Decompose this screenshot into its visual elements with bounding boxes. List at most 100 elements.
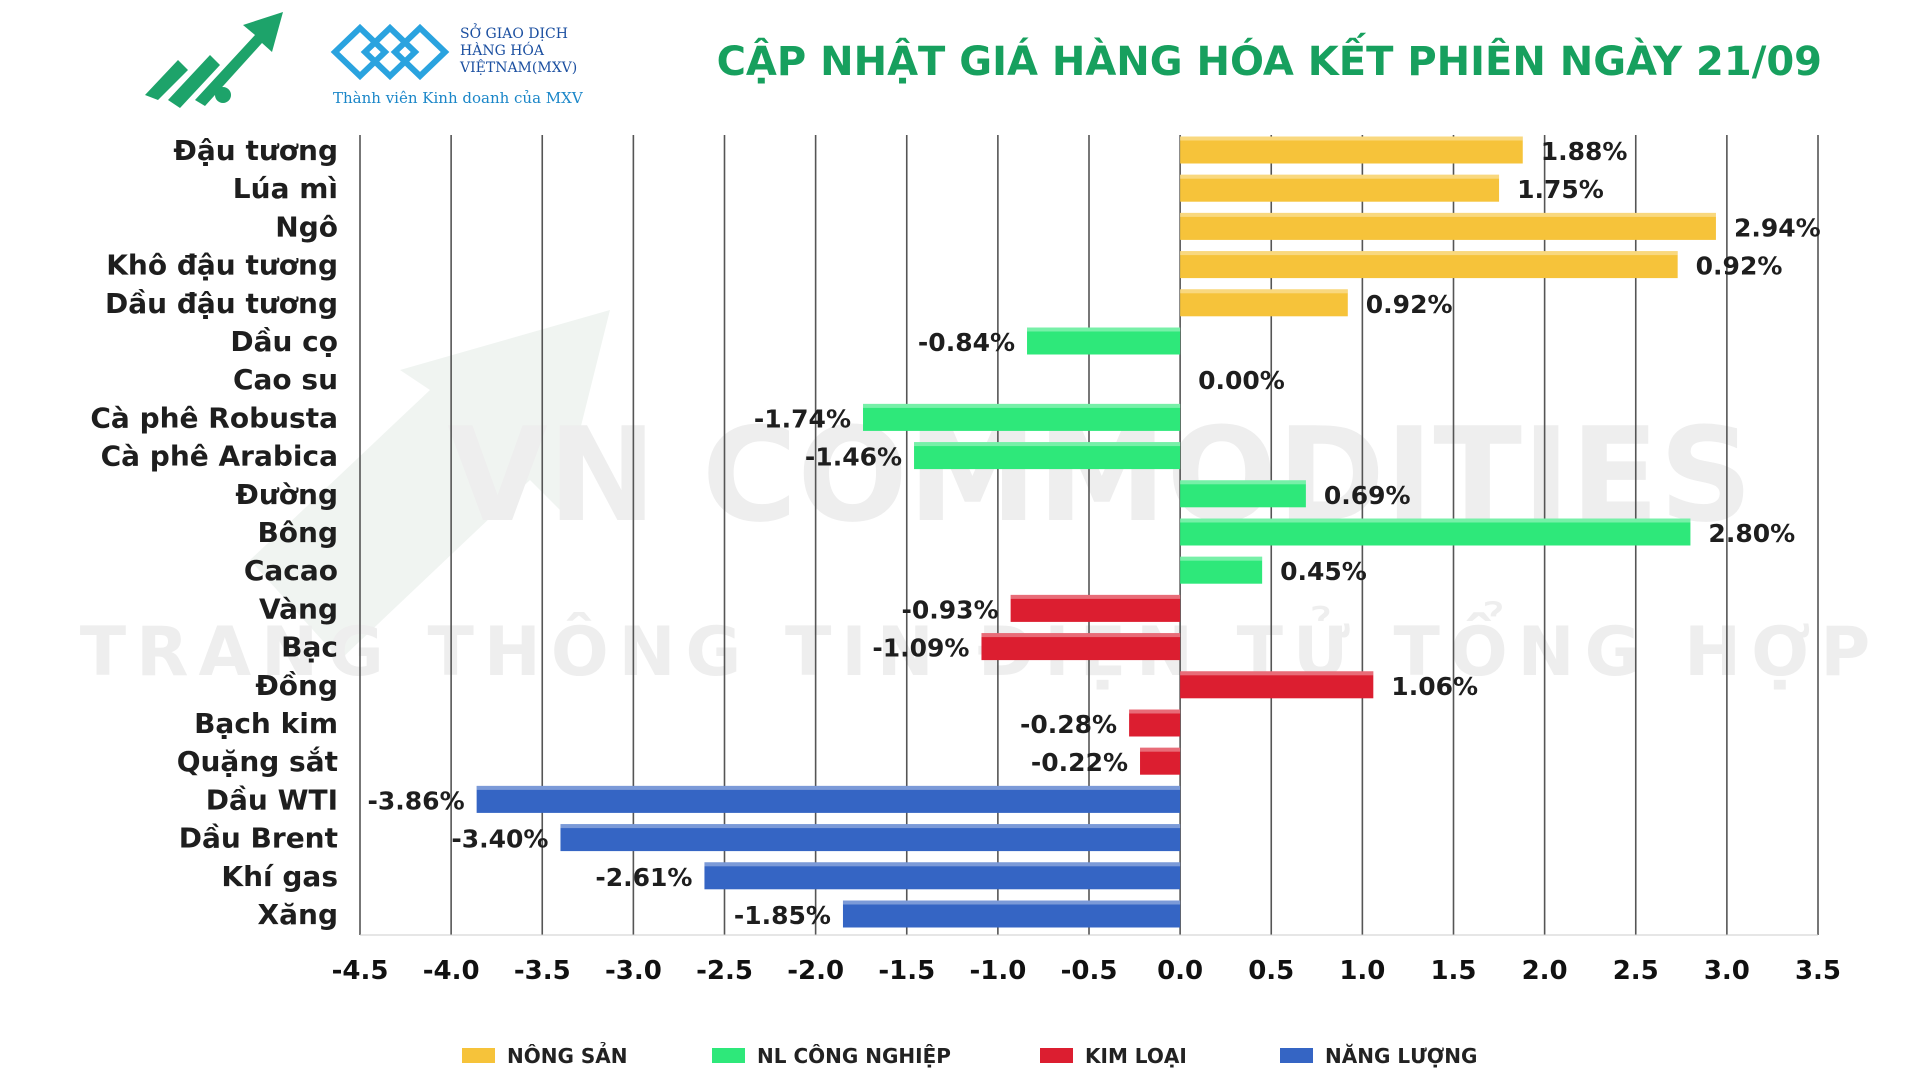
bar	[1129, 709, 1181, 737]
bar	[1180, 671, 1374, 699]
watermark-arrow-icon	[250, 310, 610, 660]
bar-highlight	[863, 403, 1181, 408]
bar	[1180, 174, 1500, 202]
value-label: 1.88%	[1541, 137, 1628, 166]
category-label: Đường	[235, 478, 338, 511]
value-label: 0.00%	[1198, 366, 1285, 395]
value-labels: 1.88% 1.75% 2.94% 0.92% 0.92% -0.84% 0.00% -1.7…	[368, 137, 1821, 930]
x-tick-label: -1.5	[878, 956, 935, 986]
bar-highlight	[1180, 174, 1500, 179]
legend-label: NL CÔNG NGHIỆP	[757, 1044, 951, 1068]
x-tick-label: 1.5	[1430, 956, 1476, 986]
x-tick-label: -2.5	[696, 956, 753, 986]
bar	[981, 633, 1181, 661]
bar	[1027, 327, 1181, 355]
mxv-logo-line1: SỞ GIAO DỊCH	[460, 22, 568, 42]
value-label: 0.45%	[1280, 557, 1367, 586]
x-tick-label: -1.0	[969, 956, 1026, 986]
value-label: 2.80%	[1708, 519, 1795, 548]
category-label: Quặng sắt	[177, 745, 338, 778]
bar-highlight	[1140, 747, 1181, 752]
x-tick-label: 2.0	[1522, 956, 1568, 986]
value-label: 0.92%	[1696, 252, 1783, 281]
bar-highlight	[1180, 518, 1691, 523]
value-label: 0.69%	[1324, 481, 1411, 510]
value-label: -0.93%	[902, 595, 999, 624]
bar	[1010, 594, 1181, 622]
legend-label: NÔNG SẢN	[507, 1043, 627, 1068]
value-label: 1.06%	[1391, 672, 1478, 701]
x-tick-label: 0.0	[1157, 956, 1203, 986]
value-label: 2.94%	[1734, 213, 1821, 242]
bar-highlight	[1129, 709, 1181, 714]
x-tick-label: 3.5	[1795, 956, 1841, 986]
category-label: Cà phê Arabica	[101, 440, 338, 473]
category-label: Xăng	[258, 898, 338, 931]
legend: NÔNG SẢN NL CÔNG NGHIỆP KIM LOẠI NĂNG LƯỢNG	[462, 1043, 1477, 1068]
category-label: Dầu Brent	[179, 822, 338, 855]
category-label: Vàng	[259, 592, 338, 625]
bar-highlight	[1180, 289, 1348, 294]
bar	[842, 900, 1181, 928]
watermark: VN COMMODITIES TRANG THÔNG TIN ĐIỆN TỬ T…	[80, 310, 1880, 692]
value-label: -2.61%	[595, 863, 692, 892]
mxv-logo-mark-icon	[330, 23, 450, 81]
x-tick-label: -4.5	[332, 956, 389, 986]
category-label: Khí gas	[221, 860, 338, 893]
legend-label: NĂNG LƯỢNG	[1325, 1044, 1477, 1068]
category-label: Dầu đậu tương	[105, 287, 338, 320]
brand-logo	[145, 12, 283, 108]
x-axis-ticks: -4.5 -4.0 -3.5 -3.0 -2.5 -2.0 -1.5 -1.0 -0.5 0.0 0…	[332, 956, 1841, 986]
chart-title: CẬP NHẬT GIÁ HÀNG HÓA KẾT PHIÊN NGÀY 21/…	[717, 31, 1822, 85]
category-label: Dầu cọ	[230, 325, 338, 358]
mxv-member-text: Thành viên Kinh doanh của MXV	[333, 89, 584, 107]
x-tick-label: -0.5	[1061, 956, 1118, 986]
bar-highlight	[1027, 327, 1181, 332]
legend-swatch	[712, 1048, 745, 1063]
category-label: Lúa mì	[233, 172, 338, 205]
bar-highlight	[981, 633, 1181, 638]
x-tick-label: -2.0	[787, 956, 844, 986]
legend-swatch	[462, 1048, 495, 1063]
value-label: -1.09%	[872, 634, 969, 663]
bar-highlight	[1180, 136, 1523, 141]
category-label: Đồng	[255, 669, 338, 702]
watermark-line2: TRANG THÔNG TIN ĐIỆN TỬ TỔNG HỢP	[80, 601, 1880, 692]
x-tick-label: -4.0	[423, 956, 480, 986]
value-label: -0.84%	[918, 328, 1015, 357]
legend-swatch	[1040, 1048, 1073, 1063]
mxv-logo-line2: HÀNG HÓA	[460, 41, 545, 59]
x-tick-label: -3.0	[605, 956, 662, 986]
bar	[1140, 747, 1181, 775]
bar-highlight	[1010, 594, 1181, 599]
category-label: Ngô	[275, 210, 338, 243]
category-labels: Đậu tương Lúa mì Ngô Khô đậu tương Dầu đậu t…	[90, 134, 338, 931]
value-label: -1.46%	[805, 443, 902, 472]
bar	[1180, 480, 1306, 508]
x-tick-label: 0.5	[1248, 956, 1294, 986]
category-label: Bông	[257, 516, 338, 549]
bar	[1180, 289, 1348, 317]
legend-label: KIM LOẠI	[1085, 1044, 1187, 1068]
brand-logo-dot-icon	[215, 87, 231, 103]
brand-logo-arrow-icon	[145, 12, 283, 108]
bar	[1180, 212, 1716, 240]
category-label: Dầu WTI	[206, 783, 338, 816]
bar	[863, 403, 1181, 431]
bar-highlight	[914, 442, 1181, 447]
bar-highlight	[842, 900, 1181, 905]
bar-highlight	[560, 824, 1181, 829]
bar	[476, 785, 1181, 813]
bars	[476, 136, 1716, 928]
x-tick-label: -3.5	[514, 956, 571, 986]
category-label: Khô đậu tương	[106, 249, 338, 282]
legend-swatch	[1280, 1048, 1313, 1063]
value-label: -3.86%	[368, 786, 465, 815]
bar-highlight	[1180, 251, 1678, 256]
category-label: Cà phê Robusta	[90, 401, 338, 434]
bar	[1180, 518, 1691, 546]
value-label: 1.75%	[1517, 175, 1604, 204]
mxv-logo-line3: VIỆTNAM(MXV)	[459, 58, 577, 76]
x-tick-label: 3.0	[1704, 956, 1750, 986]
